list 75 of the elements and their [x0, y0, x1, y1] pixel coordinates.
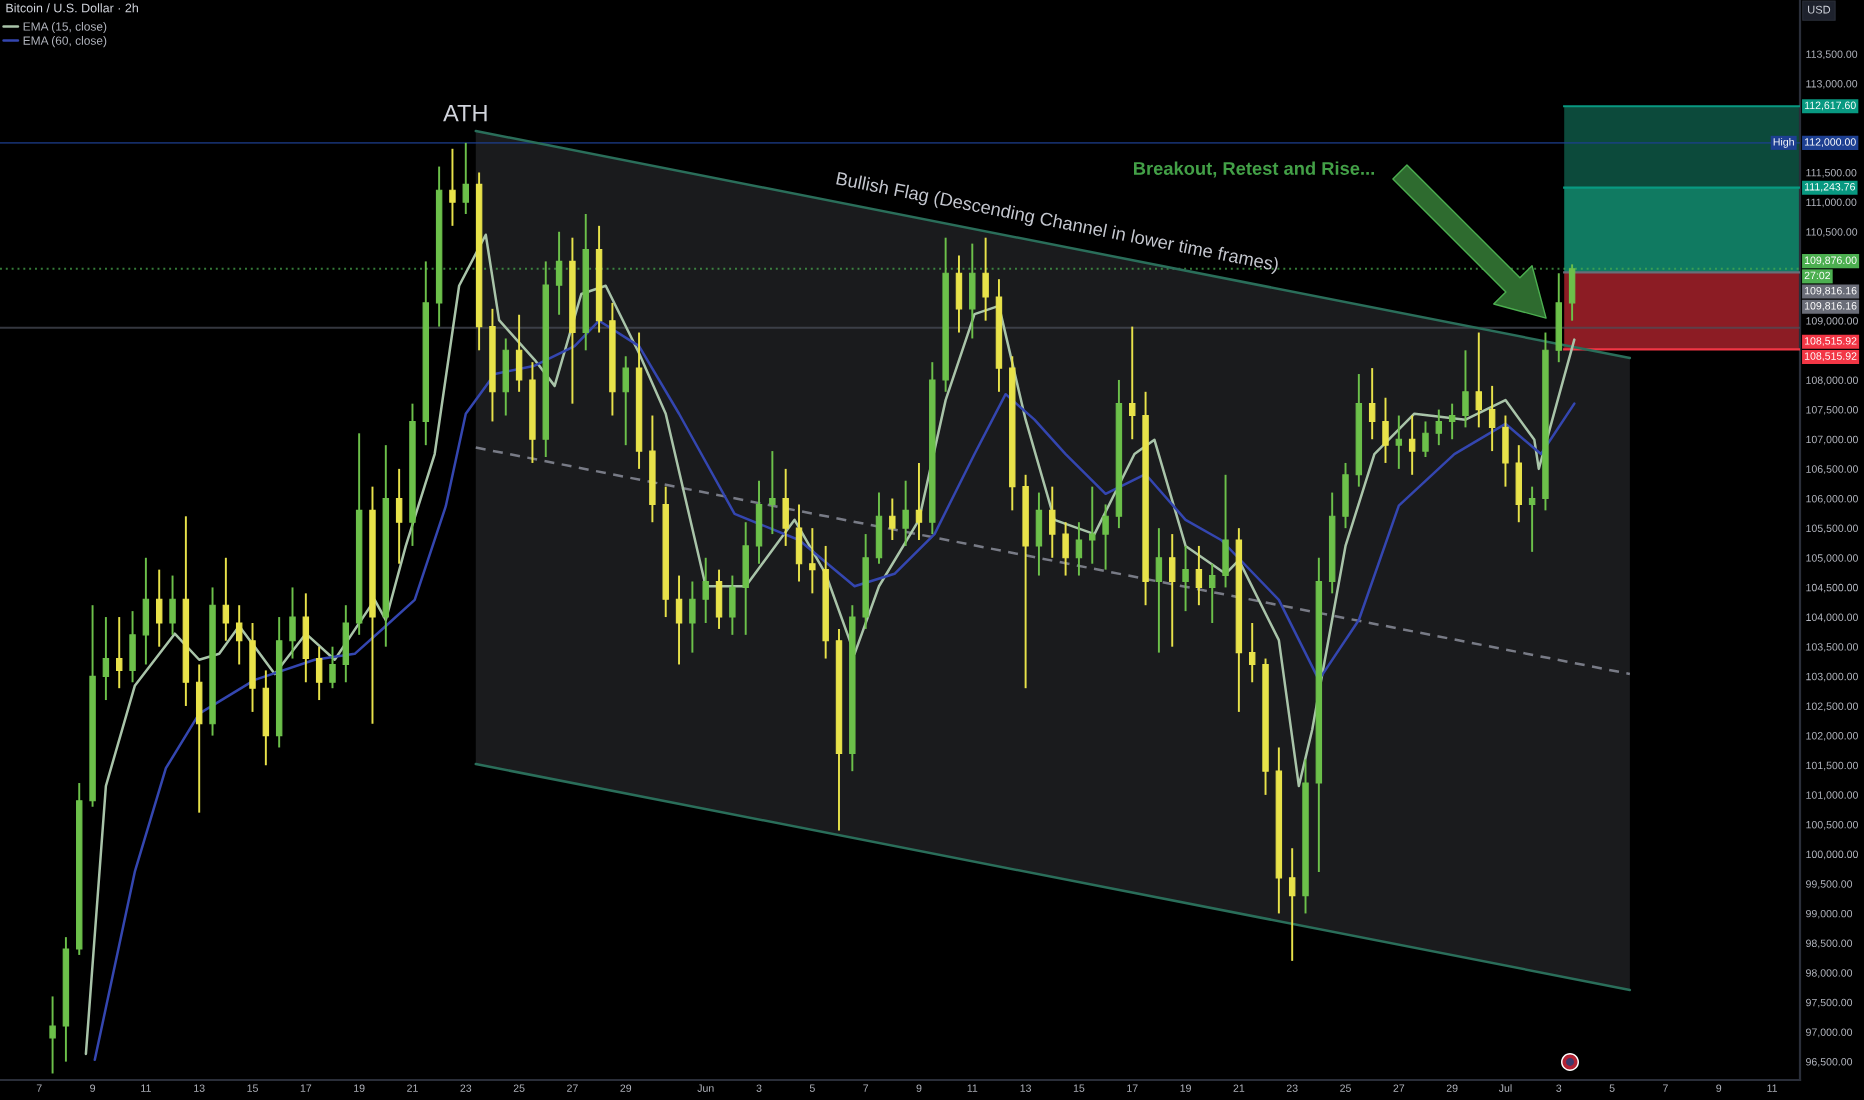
candlestick — [169, 574, 176, 636]
candlestick — [809, 527, 816, 595]
candlestick — [755, 479, 763, 565]
candlestick — [742, 521, 749, 636]
candlestick — [395, 467, 403, 565]
candlestick — [222, 556, 230, 642]
candlestick — [982, 236, 989, 322]
candlestick — [715, 568, 723, 630]
candlestick — [1555, 272, 1562, 364]
candlestick — [702, 556, 709, 624]
candlestick — [1089, 485, 1096, 565]
candlestick — [1568, 263, 1576, 322]
candlestick — [555, 230, 563, 316]
candlestick — [1102, 503, 1109, 571]
candlestick — [969, 242, 976, 340]
candlestick — [315, 645, 323, 702]
candlestick — [1182, 544, 1189, 613]
candlestick — [289, 586, 296, 660]
candlestick — [49, 995, 56, 1075]
candlestick — [875, 491, 883, 565]
candlestick — [689, 580, 696, 654]
candlestick — [675, 574, 683, 666]
annotation: ATH — [443, 105, 487, 122]
candlestick — [1195, 544, 1203, 607]
candlestick — [1382, 396, 1389, 464]
candlestick — [1169, 533, 1176, 648]
candlestick — [1062, 521, 1069, 577]
candlestick — [1475, 331, 1483, 429]
candlestick — [1395, 414, 1403, 470]
candlestick — [1488, 384, 1496, 453]
candlestick — [1448, 402, 1456, 441]
candlestick — [235, 604, 243, 666]
candlestick — [889, 497, 896, 541]
candlestick — [462, 141, 470, 215]
candlestick — [782, 467, 789, 547]
candlestick — [769, 450, 776, 536]
candlestick — [1075, 521, 1083, 577]
candlestick — [1528, 485, 1536, 553]
candlestick — [262, 669, 270, 767]
candlestick — [1035, 491, 1043, 577]
candlestick — [915, 461, 923, 541]
candlestick — [342, 604, 350, 684]
candlestick — [249, 622, 256, 713]
candlestick — [102, 616, 110, 702]
candlestick — [729, 574, 736, 636]
candlestick — [955, 254, 963, 334]
candlestick — [1288, 847, 1296, 962]
candlestick — [155, 568, 163, 648]
candlestick — [1502, 414, 1509, 488]
candlestick — [1435, 408, 1443, 447]
candlestick — [195, 663, 203, 814]
candlestick — [1515, 444, 1523, 524]
candlestick — [502, 337, 509, 417]
candlestick — [329, 645, 336, 690]
candlestick — [1408, 414, 1416, 476]
candlestick — [1049, 485, 1056, 559]
candlestick — [1208, 562, 1216, 624]
annotation: Breakout, Retest and Rise... — [1134, 161, 1374, 178]
candlestick — [1368, 367, 1376, 441]
candlestick — [622, 355, 629, 447]
candlestick — [1222, 473, 1229, 589]
candlestick — [1462, 349, 1469, 429]
candlestick — [1342, 461, 1349, 530]
candlestick — [1155, 527, 1163, 654]
candlestick — [449, 147, 456, 227]
candlestick — [129, 610, 136, 684]
candlestick — [1422, 420, 1429, 458]
candlestick — [116, 616, 123, 690]
candlestick — [515, 313, 523, 393]
candlestick — [1248, 622, 1256, 684]
candlestick — [142, 556, 150, 666]
candlestick — [302, 592, 310, 684]
candlestick — [902, 479, 909, 547]
candlestick — [1129, 325, 1136, 441]
candlestick — [795, 503, 803, 583]
